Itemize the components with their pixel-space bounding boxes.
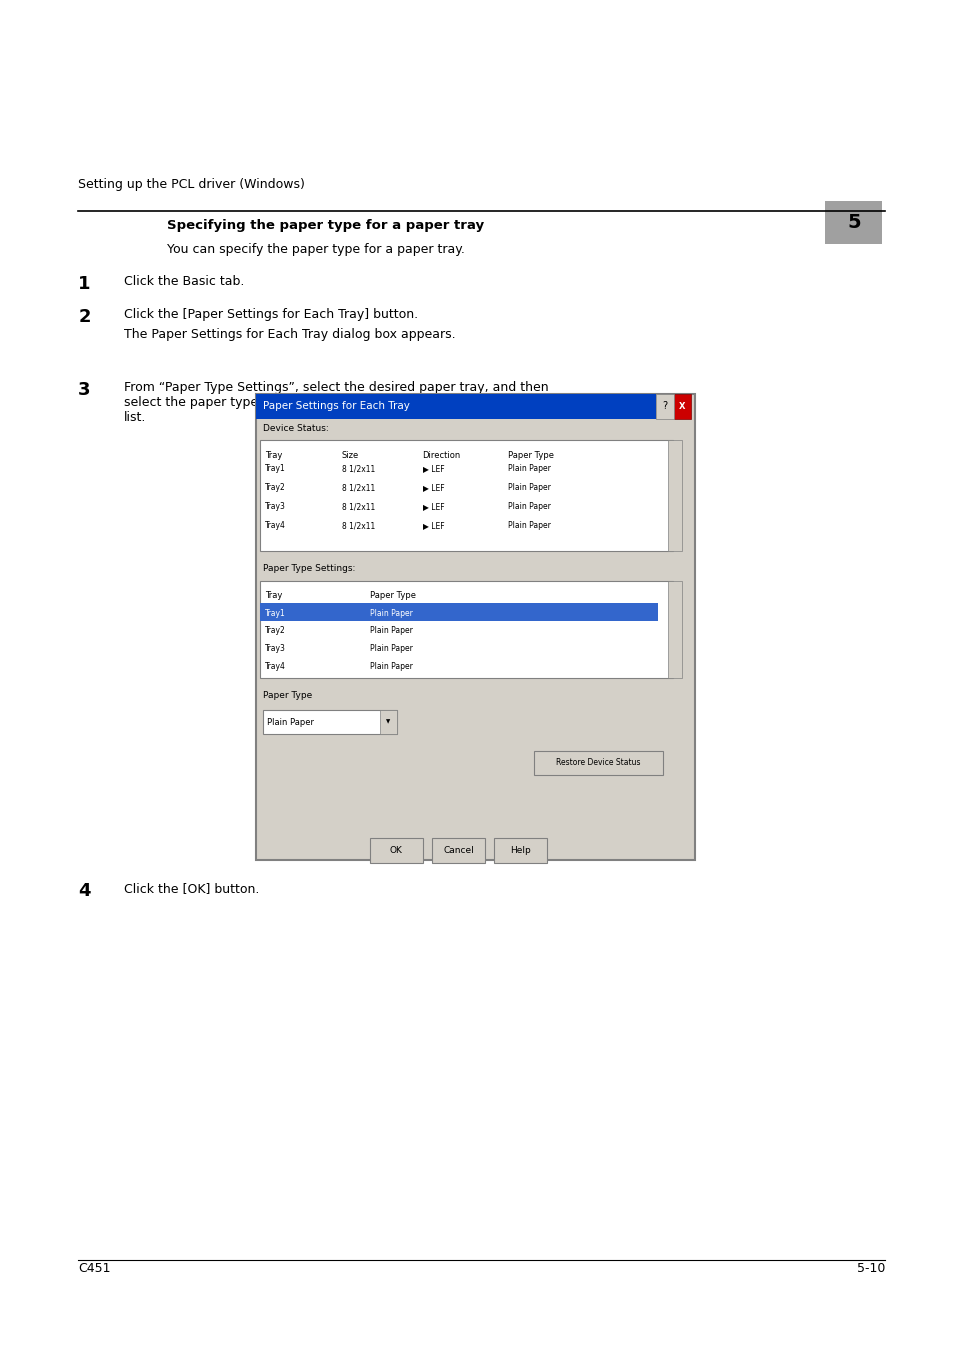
Text: Restore Device Status: Restore Device Status bbox=[556, 759, 640, 767]
Text: 2: 2 bbox=[78, 308, 91, 325]
Text: Tray1: Tray1 bbox=[265, 464, 286, 474]
Text: Tray2: Tray2 bbox=[265, 626, 286, 636]
Bar bbox=[656, 394, 673, 418]
Text: 8 1/2x11: 8 1/2x11 bbox=[341, 464, 375, 474]
Text: Tray: Tray bbox=[265, 591, 282, 601]
Text: Paper Type: Paper Type bbox=[370, 591, 416, 601]
Text: Plain Paper: Plain Paper bbox=[370, 662, 413, 671]
Text: Plain Paper: Plain Paper bbox=[370, 644, 413, 653]
Bar bbox=[260, 603, 658, 621]
Text: C451: C451 bbox=[78, 1262, 111, 1276]
Text: Paper Type: Paper Type bbox=[263, 691, 313, 701]
Text: Paper Type Settings:: Paper Type Settings: bbox=[263, 564, 355, 574]
Text: From “Paper Type Settings”, select the desired paper tray, and then
select the p: From “Paper Type Settings”, select the d… bbox=[124, 381, 567, 424]
Text: Plain Paper: Plain Paper bbox=[508, 502, 551, 512]
Bar bbox=[673, 394, 690, 418]
Text: Tray4: Tray4 bbox=[265, 662, 286, 671]
Text: Tray3: Tray3 bbox=[265, 644, 286, 653]
Text: Tray: Tray bbox=[265, 451, 282, 460]
Text: You can specify the paper type for a paper tray.: You can specify the paper type for a pap… bbox=[167, 243, 464, 256]
Text: 4: 4 bbox=[78, 882, 91, 899]
Bar bbox=[432, 838, 484, 863]
Text: Direction: Direction bbox=[422, 451, 460, 460]
Text: 5: 5 bbox=[846, 213, 860, 232]
Text: 5-10: 5-10 bbox=[856, 1262, 884, 1276]
Text: 8 1/2x11: 8 1/2x11 bbox=[341, 502, 375, 512]
Bar bbox=[263, 710, 396, 734]
Text: Tray4: Tray4 bbox=[265, 521, 286, 531]
Text: Tray3: Tray3 bbox=[265, 502, 286, 512]
Text: Cancel: Cancel bbox=[442, 846, 474, 855]
Text: Help: Help bbox=[510, 846, 530, 855]
Text: Setting up the PCL driver (Windows): Setting up the PCL driver (Windows) bbox=[78, 178, 305, 192]
Text: OK: OK bbox=[390, 846, 402, 855]
Text: ▼: ▼ bbox=[386, 720, 390, 725]
Bar bbox=[370, 838, 422, 863]
Text: Plain Paper: Plain Paper bbox=[508, 521, 551, 531]
Text: Specifying the paper type for a paper tray: Specifying the paper type for a paper tr… bbox=[167, 219, 483, 232]
FancyBboxPatch shape bbox=[824, 201, 882, 244]
Text: ▶ LEF: ▶ LEF bbox=[422, 483, 444, 493]
Text: Size: Size bbox=[341, 451, 358, 460]
Bar bbox=[260, 580, 672, 678]
Text: Plain Paper: Plain Paper bbox=[508, 464, 551, 474]
Bar bbox=[494, 838, 546, 863]
Text: Plain Paper: Plain Paper bbox=[370, 626, 413, 636]
Text: ?: ? bbox=[661, 401, 667, 412]
Text: 8 1/2x11: 8 1/2x11 bbox=[341, 483, 375, 493]
Text: ▶ LEF: ▶ LEF bbox=[422, 502, 444, 512]
Bar bbox=[667, 580, 681, 678]
Text: Tray1: Tray1 bbox=[265, 609, 286, 618]
Text: The Paper Settings for Each Tray dialog box appears.: The Paper Settings for Each Tray dialog … bbox=[124, 328, 456, 342]
Text: Paper Settings for Each Tray: Paper Settings for Each Tray bbox=[263, 401, 410, 412]
Text: X: X bbox=[679, 402, 684, 410]
Bar bbox=[667, 440, 681, 551]
Bar bbox=[255, 394, 694, 860]
Text: Plain Paper: Plain Paper bbox=[370, 609, 413, 618]
Text: 8 1/2x11: 8 1/2x11 bbox=[341, 521, 375, 531]
Bar bbox=[534, 751, 662, 775]
Text: Device Status:: Device Status: bbox=[263, 424, 329, 433]
Bar bbox=[255, 394, 656, 418]
Text: ▶ LEF: ▶ LEF bbox=[422, 521, 444, 531]
Bar bbox=[260, 440, 672, 551]
Text: Plain Paper: Plain Paper bbox=[267, 718, 314, 726]
Text: Click the [OK] button.: Click the [OK] button. bbox=[124, 882, 259, 895]
Text: Click the Basic tab.: Click the Basic tab. bbox=[124, 275, 244, 289]
Text: Tray2: Tray2 bbox=[265, 483, 286, 493]
Text: ▶ LEF: ▶ LEF bbox=[422, 464, 444, 474]
Text: 1: 1 bbox=[78, 275, 91, 293]
Text: Click the [Paper Settings for Each Tray] button.: Click the [Paper Settings for Each Tray]… bbox=[124, 308, 417, 321]
Bar bbox=[379, 710, 396, 734]
Text: Plain Paper: Plain Paper bbox=[508, 483, 551, 493]
Text: Paper Type: Paper Type bbox=[508, 451, 554, 460]
Text: 3: 3 bbox=[78, 381, 91, 398]
